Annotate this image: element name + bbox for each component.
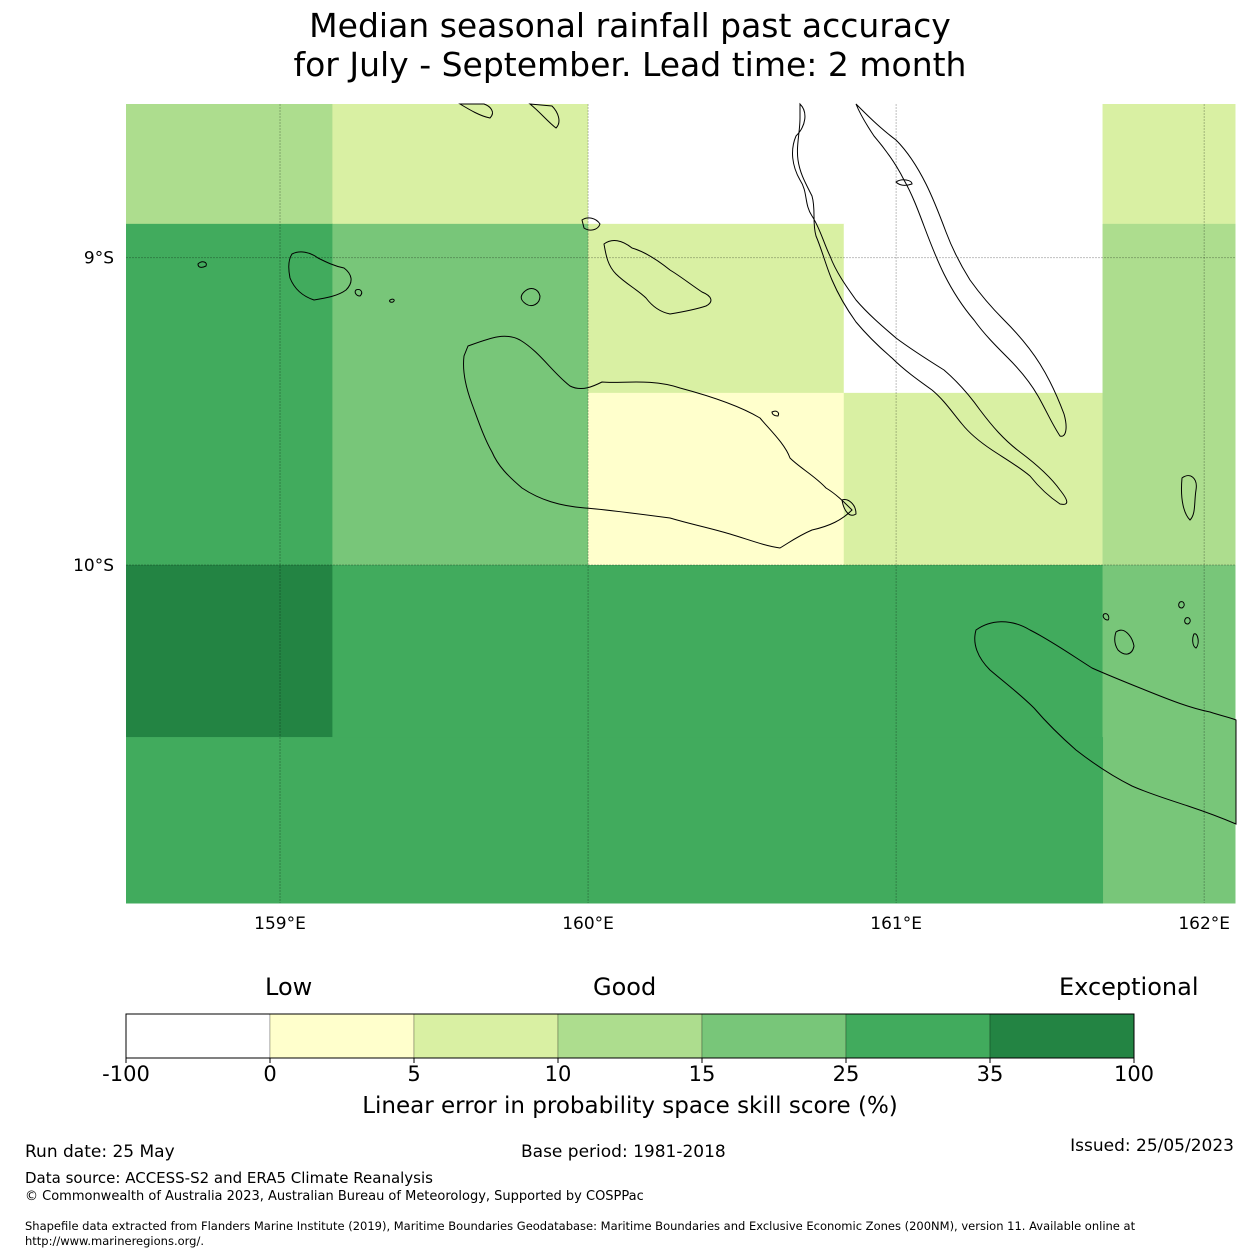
islet-coastline bbox=[1192, 633, 1199, 649]
base-period: Base period: 1981-2018 bbox=[521, 1142, 726, 1162]
malaita-coastline bbox=[855, 103, 1067, 437]
colorbar-tick-label: 10 bbox=[544, 1062, 572, 1086]
colorbar-swatch bbox=[701, 1013, 847, 1059]
makira-coastline bbox=[974, 621, 1237, 825]
colorbar-tick-label: 15 bbox=[688, 1062, 716, 1086]
islet-coastline bbox=[1184, 617, 1191, 625]
issued-date: Issued: 25/05/2023 bbox=[1070, 1136, 1234, 1156]
map-title-line-1: Median seasonal rainfall past accuracy bbox=[309, 6, 951, 45]
islet-coastline bbox=[528, 103, 560, 129]
shapefile-credit-line-1: Shapefile data extracted from Flanders M… bbox=[25, 1219, 1136, 1233]
islet-coastline bbox=[771, 410, 779, 417]
colorbar-swatch bbox=[557, 1013, 703, 1059]
longitude-tick-label: 161°E bbox=[870, 914, 922, 934]
islet-coastline bbox=[895, 179, 913, 186]
category-good-label: Good bbox=[593, 973, 657, 1001]
colorbar-tick-label: 25 bbox=[832, 1062, 860, 1086]
colorbar-swatch bbox=[413, 1013, 559, 1059]
guadalcanal-coastline bbox=[463, 335, 853, 549]
florida-islands-coastline bbox=[603, 240, 712, 315]
skill-cell bbox=[1102, 104, 1236, 225]
skill-cell bbox=[126, 104, 333, 225]
skill-grid-cells bbox=[126, 104, 1236, 904]
skill-cell bbox=[332, 223, 589, 566]
lat-lon-gridlines bbox=[126, 104, 1235, 903]
skill-cell bbox=[332, 104, 589, 225]
latitude-tick-label: 10°S bbox=[73, 556, 114, 576]
skill-cell bbox=[843, 392, 1104, 566]
islet-coastline bbox=[354, 289, 363, 297]
skill-cell bbox=[126, 564, 333, 738]
skill-cell bbox=[126, 737, 1104, 904]
data-source: Data source: ACCESS-S2 and ERA5 Climate … bbox=[25, 1169, 433, 1187]
skill-cell bbox=[588, 392, 845, 566]
colorbar-tick-label: 0 bbox=[263, 1062, 277, 1086]
colorbar-swatch bbox=[269, 1013, 415, 1059]
colorbar-outline bbox=[125, 1013, 1135, 1059]
colorbar-tick-label: 5 bbox=[407, 1062, 421, 1086]
ugi-coastline bbox=[1114, 629, 1135, 655]
longitude-tick-label: 160°E bbox=[562, 914, 614, 934]
category-exceptional-label: Exceptional bbox=[1059, 973, 1199, 1001]
shapefile-credit-line-2: http://www.marineregions.org/. bbox=[25, 1234, 204, 1248]
malaita-coastline bbox=[792, 102, 1068, 505]
category-low-label: Low bbox=[265, 973, 313, 1001]
run-date: Run date: 25 May bbox=[25, 1142, 175, 1162]
colorbar-swatch bbox=[845, 1013, 991, 1059]
colorbar-label: Linear error in probability space skill … bbox=[362, 1093, 898, 1119]
colorbar bbox=[125, 1013, 1135, 1063]
skill-cell bbox=[126, 223, 333, 566]
skill-cell bbox=[1102, 564, 1236, 904]
skill-cell bbox=[588, 104, 1104, 225]
islet-coastline bbox=[1102, 613, 1110, 621]
latitude-tick-label: 9°S bbox=[84, 249, 114, 269]
colorbar-swatch bbox=[989, 1013, 1135, 1059]
islet-coastline bbox=[389, 298, 395, 303]
skill-cell bbox=[843, 223, 1104, 394]
colorbar-tick-label: -100 bbox=[102, 1062, 150, 1086]
skill-cell bbox=[1102, 223, 1236, 566]
islet-coastline bbox=[197, 261, 207, 268]
map-title-line-2: for July - September. Lead time: 2 month bbox=[293, 45, 967, 84]
axis-tick-labels: 159°E 160°E 161°E 162°E 9°S 10°S bbox=[73, 249, 1230, 934]
skill-cell bbox=[332, 564, 1104, 738]
coastlines bbox=[197, 102, 1237, 825]
colorbar-tick-label: 35 bbox=[976, 1062, 1004, 1086]
islet-coastline bbox=[1178, 601, 1185, 609]
ulawa-coastline bbox=[1181, 475, 1197, 521]
russell-islands-coastline bbox=[288, 251, 352, 301]
savo-island-coastline bbox=[520, 288, 541, 307]
islet-coastline bbox=[458, 103, 493, 119]
colorbar-tick-label: 100 bbox=[1113, 1062, 1155, 1086]
longitude-tick-label: 159°E bbox=[254, 914, 306, 934]
florida-islands-coastline bbox=[581, 217, 601, 231]
islet-coastline bbox=[841, 499, 857, 516]
colorbar-swatch bbox=[125, 1013, 271, 1059]
longitude-tick-label: 162°E bbox=[1178, 914, 1230, 934]
skill-cell bbox=[588, 223, 845, 394]
copyright: © Commonwealth of Australia 2023, Austra… bbox=[25, 1189, 644, 1204]
